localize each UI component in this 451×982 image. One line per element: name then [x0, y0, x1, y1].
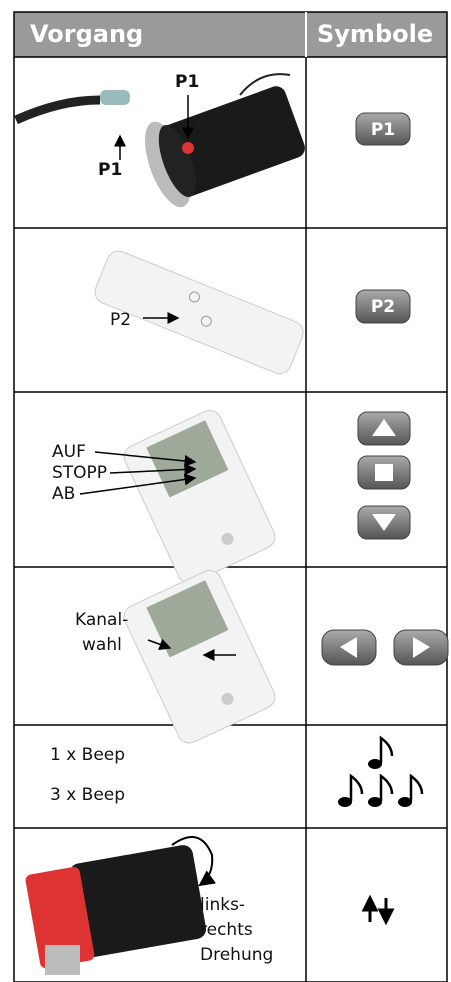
- motor: [25, 845, 207, 975]
- label: links-: [200, 895, 245, 915]
- label: P1: [175, 72, 199, 92]
- sensor: [100, 90, 130, 105]
- label: AUF: [52, 442, 86, 462]
- label: wahl: [82, 635, 122, 655]
- symbol-button: [355, 112, 411, 146]
- label: STOPP: [52, 463, 107, 483]
- header: Vorgang: [30, 20, 143, 48]
- label: Drehung: [200, 945, 273, 965]
- rotation-arrows: [361, 894, 395, 926]
- remote: [123, 410, 276, 584]
- table-lines: [13, 11, 448, 982]
- remote: [94, 250, 304, 375]
- label: 1 x Beep: [50, 745, 125, 765]
- symbol-button: [355, 289, 411, 324]
- label: P1: [98, 160, 122, 180]
- symbol: P2: [371, 297, 395, 317]
- symbol-buttons: [357, 411, 411, 540]
- header-bar: [14, 12, 447, 57]
- symbol-buttons: [321, 629, 449, 666]
- label: P2: [110, 310, 131, 330]
- remote: [123, 570, 276, 744]
- notes: [338, 735, 424, 807]
- label: Kanal-: [75, 610, 128, 630]
- label: AB: [52, 484, 75, 504]
- label: 3 x Beep: [50, 785, 125, 805]
- label: rechts: [200, 920, 253, 940]
- header: Symbole: [317, 20, 433, 48]
- symbol: P1: [371, 120, 395, 140]
- motor: [145, 86, 305, 208]
